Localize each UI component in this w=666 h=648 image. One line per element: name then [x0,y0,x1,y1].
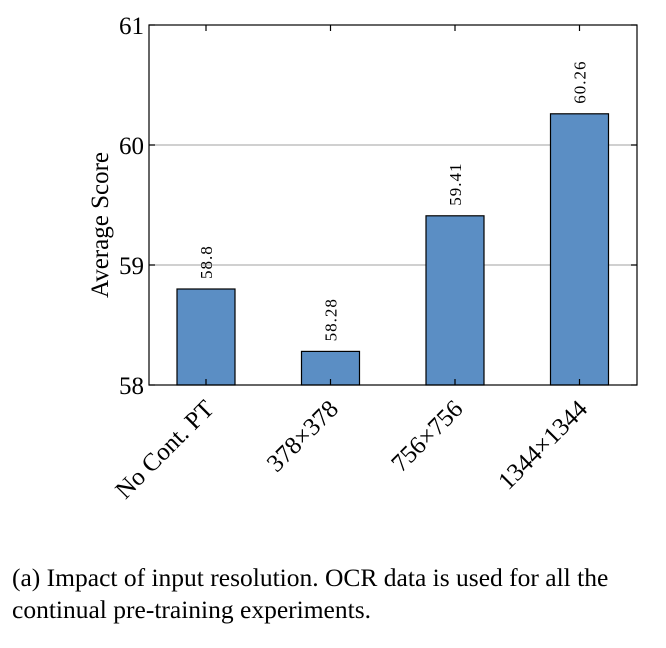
y-tick-label: 60 [119,133,144,160]
y-tick-label: 58 [119,373,144,400]
x-tick-label: No Cont. PT [111,395,220,504]
y-axis-ticks: 58 59 60 61 [119,13,637,400]
y-axis-label: Average Score [87,152,114,298]
bar [425,215,485,386]
x-tick-label: 756×756 [386,395,468,477]
bar-value-label: 58.28 [322,298,341,341]
y-tick-label: 59 [119,253,144,280]
bars [176,113,610,386]
bar-chart: 58 59 60 61 No Cont. PT 378×378 756×756 1344×1… [87,13,638,504]
bar-value-labels: 58.8 58.28 59.41 60.26 [197,61,590,342]
bar [549,113,610,386]
figure-caption: (a) Impact of input resolution. OCR data… [12,563,609,624]
y-tick-label: 61 [119,13,144,40]
x-tick-label: 1344×1344 [493,395,593,495]
x-tick-label: 378×378 [262,395,344,477]
plot-frame [148,24,638,386]
bar [176,288,236,386]
bar-value-label: 58.8 [197,245,216,279]
bar-value-label: 60.26 [571,61,590,104]
bar-value-label: 59.41 [446,163,465,206]
